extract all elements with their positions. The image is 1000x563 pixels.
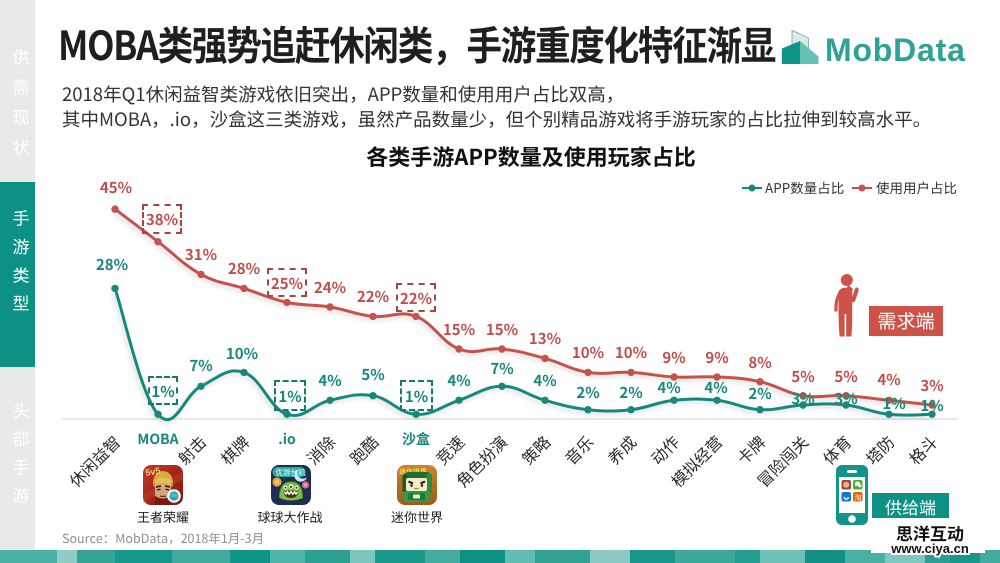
svg-text:5v5: 5v5 <box>145 466 162 478</box>
svg-text:淘: 淘 <box>855 493 862 502</box>
svg-text:思洋互动: 思洋互动 <box>896 520 964 545</box>
svg-text:www.ciya.cn: www.ciya.cn <box>890 541 969 556</box>
svg-text:优游台机: 优游台机 <box>276 467 306 478</box>
